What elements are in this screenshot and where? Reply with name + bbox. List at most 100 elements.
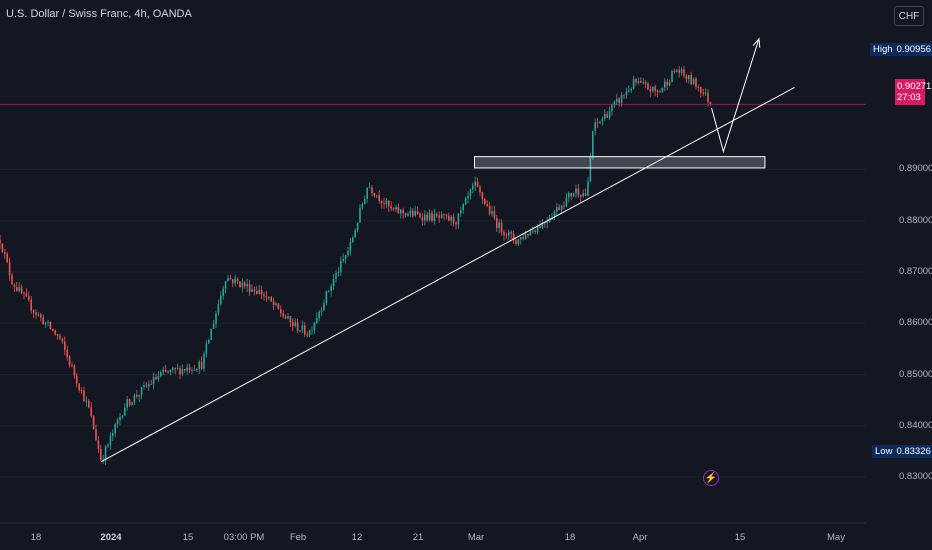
x-tick-label: 15 [734, 532, 746, 543]
y-tick-label: 0.87000 [899, 266, 932, 277]
candle-body [335, 273, 337, 279]
candle-body [131, 402, 133, 406]
candle-body [692, 78, 695, 84]
candle-body [404, 213, 407, 216]
candle-body [649, 89, 652, 92]
candle-body [1, 243, 4, 253]
candle-body [695, 78, 697, 88]
candle-body [462, 204, 464, 211]
candle-body [289, 316, 292, 323]
candle-body [608, 111, 611, 118]
candle-body [553, 211, 556, 218]
projection-arrowhead [752, 37, 761, 48]
candle-body [697, 87, 700, 88]
candle-body [476, 181, 479, 187]
candle-body [673, 71, 676, 73]
candle-body [328, 290, 330, 292]
candle-body [256, 291, 258, 294]
candle-body [661, 87, 664, 92]
candle-body [212, 323, 215, 329]
candle-body [205, 343, 208, 354]
candle-body [589, 157, 592, 182]
candle-body [452, 216, 455, 223]
candle-body [80, 390, 83, 391]
candle-body [157, 375, 160, 380]
candle-body [373, 193, 376, 196]
candle-body [234, 278, 236, 284]
candle-body [368, 187, 371, 189]
candle-body [28, 296, 30, 300]
candle-body [66, 349, 68, 357]
candle-body [628, 90, 630, 92]
low-label: Low [875, 446, 893, 457]
candle-body [457, 213, 460, 225]
candle-body [611, 105, 613, 112]
candle-body [272, 301, 275, 305]
candle-body [107, 444, 109, 447]
candle-body [349, 241, 352, 251]
candle-body [400, 209, 402, 214]
candle-body [596, 122, 599, 124]
candle-body [587, 181, 589, 196]
candle-body [332, 278, 335, 286]
candle-body [594, 122, 596, 131]
candle-body [224, 281, 227, 289]
candle-body [416, 211, 419, 214]
candle-body [524, 233, 527, 240]
candle-body [344, 255, 347, 259]
candle-body [664, 81, 666, 88]
candle-body [145, 385, 148, 387]
candle-body [196, 369, 198, 371]
candle-body [126, 399, 128, 408]
candle-body [678, 70, 680, 73]
candle-body [244, 282, 246, 287]
candle-body [606, 113, 608, 118]
x-tick-label: 2024 [100, 532, 122, 543]
lightning-bolt-icon[interactable]: ⚡ [703, 470, 719, 486]
candle-body [666, 81, 668, 86]
candle-body [287, 316, 289, 319]
candle-body [517, 239, 520, 245]
candle-body [35, 312, 37, 315]
candle-body [479, 186, 481, 193]
x-tick-label: 21 [412, 532, 424, 543]
candle-body [632, 79, 635, 89]
candle-body [301, 325, 304, 331]
candle-body [76, 375, 78, 384]
candle-body [114, 424, 116, 434]
candle-body [47, 321, 49, 323]
candle-body [366, 187, 368, 199]
candle-body [522, 237, 524, 240]
candle-body [395, 207, 397, 210]
y-tick-label: 0.89000 [899, 163, 932, 175]
candle-body [520, 237, 522, 240]
y-tick-label: 0.86000 [899, 317, 932, 329]
candle-body [155, 377, 157, 380]
candle-body [508, 232, 510, 236]
candle-body [512, 233, 515, 241]
candle-body [385, 200, 388, 205]
candle-body [436, 213, 438, 216]
candle-body [193, 369, 196, 371]
y-tick-label: 0.88000 [899, 214, 932, 226]
candle-body [200, 361, 203, 369]
currency-button[interactable]: CHF [894, 6, 924, 26]
candle-body [582, 193, 584, 197]
candle-body [618, 98, 620, 103]
candle-body [16, 287, 18, 291]
candle-body [188, 367, 191, 371]
candle-body [37, 314, 40, 316]
candle-body [510, 232, 512, 234]
candle-body [616, 98, 618, 102]
candle-body [215, 313, 217, 324]
candle-body [241, 282, 244, 287]
low-value: 0.83326 [896, 446, 931, 457]
candle-body [220, 295, 222, 305]
candle-body [337, 272, 340, 274]
candle-body [97, 440, 100, 449]
candle-body [172, 367, 174, 370]
x-tick-label: 15 [182, 532, 194, 543]
candle-body [8, 262, 11, 276]
candle-body [174, 367, 176, 370]
